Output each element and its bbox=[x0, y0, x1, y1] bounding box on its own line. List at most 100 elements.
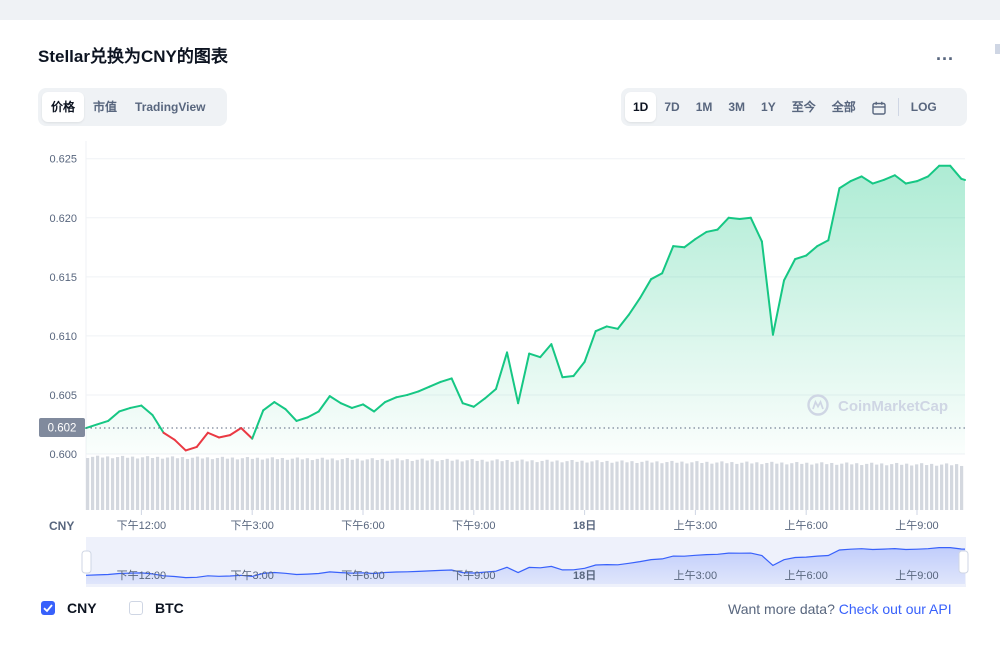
price-segment bbox=[738, 216, 752, 220]
volume-bar bbox=[395, 458, 399, 510]
volume-bar bbox=[135, 458, 140, 510]
more-options-icon[interactable]: ... bbox=[936, 44, 955, 64]
volume-bar bbox=[740, 462, 744, 510]
volume-bar bbox=[945, 463, 949, 510]
range-3m[interactable]: 3M bbox=[728, 100, 746, 114]
volume-bar bbox=[500, 461, 504, 510]
price-segment bbox=[594, 325, 608, 333]
range-all[interactable]: 全部 bbox=[831, 100, 856, 114]
volume-bar bbox=[895, 462, 899, 510]
navigator-area-fill bbox=[86, 547, 965, 584]
volume-bar bbox=[920, 463, 924, 510]
volume-bar bbox=[785, 464, 789, 510]
volume-bar bbox=[780, 462, 784, 510]
volume-bar bbox=[180, 457, 185, 510]
price-segment bbox=[893, 174, 907, 185]
price-segment bbox=[483, 388, 497, 400]
volume-bar bbox=[115, 457, 120, 510]
volume-bar bbox=[525, 461, 529, 510]
btc-checkbox[interactable] bbox=[129, 601, 143, 615]
y-tick-label: 0.615 bbox=[49, 272, 77, 284]
x-tick-label: 下午9:00 bbox=[452, 519, 495, 532]
range-1d[interactable]: 1D bbox=[625, 92, 657, 122]
volume-bar bbox=[510, 461, 514, 510]
volume-bar bbox=[260, 459, 265, 510]
legend-btc[interactable]: BTC bbox=[129, 600, 184, 616]
price-segment bbox=[406, 390, 420, 396]
volume-bar bbox=[840, 463, 844, 510]
legend-cny[interactable]: CNY bbox=[41, 600, 97, 616]
price-segment bbox=[129, 404, 143, 409]
navigator-right-handle[interactable] bbox=[958, 550, 969, 574]
volume-bar bbox=[455, 459, 459, 510]
price-segment bbox=[904, 180, 918, 185]
volume-bar bbox=[250, 458, 255, 510]
range-1m[interactable]: 1M bbox=[695, 100, 713, 114]
range-ytd[interactable]: 至今 bbox=[791, 100, 816, 114]
volume-bar bbox=[120, 455, 125, 510]
volume-bar bbox=[190, 457, 195, 510]
volume-bar bbox=[555, 460, 559, 510]
tab-market-cap[interactable]: 市值 bbox=[93, 100, 118, 114]
volume-bar bbox=[855, 463, 859, 510]
x-axis: 下午12:00 下午3:00 下午6:00 下午9:00 18日 上午3:00 上午6:00… bbox=[117, 510, 939, 532]
price-segment bbox=[882, 174, 896, 181]
volume-bar bbox=[440, 460, 444, 510]
price-segment bbox=[871, 178, 885, 185]
volume-bar bbox=[750, 463, 754, 510]
api-note: Want more data? Check out our API bbox=[728, 601, 952, 617]
price-segment bbox=[328, 395, 342, 405]
range-divider bbox=[897, 98, 899, 116]
volume-bar bbox=[650, 462, 654, 510]
navigator-tick-label: 上午9:00 bbox=[895, 569, 938, 582]
x-tick-label: 上午6:00 bbox=[784, 519, 827, 532]
range-navigator[interactable]: 下午12:00 下午3:00 下午6:00 下午9:00 18日 上午3:00 上午6:00… bbox=[81, 537, 969, 587]
navigator-tick-label: 下午9:00 bbox=[452, 569, 495, 582]
log-scale-toggle[interactable]: LOG bbox=[910, 100, 937, 114]
price-segment bbox=[605, 325, 619, 330]
volume-bar bbox=[86, 458, 90, 510]
volume-bar bbox=[960, 465, 964, 510]
price-segment bbox=[638, 278, 653, 300]
volume-bar bbox=[880, 463, 884, 510]
range-1y[interactable]: 1Y bbox=[761, 100, 776, 114]
navigator-left-handle[interactable] bbox=[81, 550, 92, 574]
volume-bar bbox=[850, 464, 854, 510]
volume-bar bbox=[340, 459, 344, 510]
volume-bar bbox=[210, 459, 215, 510]
price-segment bbox=[317, 395, 331, 413]
volume-bar bbox=[405, 459, 409, 510]
calendar-button[interactable] bbox=[864, 92, 894, 122]
volume-bar bbox=[900, 464, 904, 510]
volume-bar bbox=[495, 459, 499, 510]
tab-tradingview[interactable]: TradingView bbox=[135, 100, 206, 114]
price-segment bbox=[572, 360, 586, 378]
volume-bar bbox=[225, 458, 230, 510]
coinmarketcap-logo-mark bbox=[812, 399, 824, 410]
x-tick-label: 下午12:00 bbox=[117, 519, 167, 532]
chart-title: Stellar兑换为CNY的图表 bbox=[38, 47, 228, 66]
volume-bar bbox=[390, 459, 394, 510]
top-strip bbox=[0, 0, 1000, 20]
volume-bar bbox=[570, 460, 574, 510]
range-7d[interactable]: 7D bbox=[664, 100, 680, 114]
volume-bar bbox=[320, 457, 324, 510]
tab-price[interactable]: 价格 bbox=[42, 92, 85, 122]
y-axis: 0.625 0.620 0.615 0.610 0.605 0.600 bbox=[49, 154, 77, 461]
cny-checkbox[interactable] bbox=[41, 601, 55, 615]
price-segment bbox=[838, 180, 852, 190]
volume-bar bbox=[615, 461, 619, 510]
volume-bar bbox=[600, 462, 604, 510]
volume-bar bbox=[805, 462, 809, 510]
price-segment bbox=[650, 272, 664, 281]
price-segment bbox=[140, 404, 154, 417]
volume-bar bbox=[800, 463, 804, 510]
volume-bar bbox=[420, 458, 424, 510]
price-segment bbox=[517, 352, 531, 405]
volume-bar bbox=[375, 460, 379, 510]
y-tick-label: 0.605 bbox=[49, 390, 77, 402]
api-link[interactable]: Check out our API bbox=[838, 601, 952, 617]
price-segment bbox=[627, 297, 641, 316]
y-tick-label: 0.600 bbox=[49, 449, 77, 461]
